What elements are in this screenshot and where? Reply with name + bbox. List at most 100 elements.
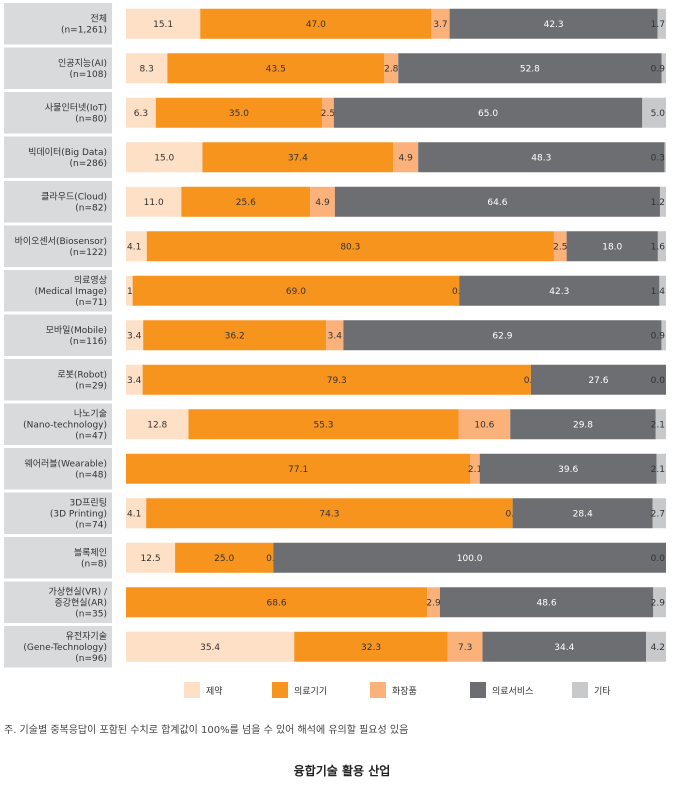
category-label-box — [4, 403, 112, 445]
bar-segment — [310, 186, 335, 217]
bar-segment — [126, 587, 428, 618]
bar-segment — [566, 231, 658, 262]
bar-segment — [431, 8, 450, 39]
bar-segment — [657, 8, 666, 39]
category-label: 사물인터넷(IoT) — [45, 102, 107, 113]
category-label: 인공지능(AI) — [58, 58, 107, 69]
category-label: 모바일(Mobile) — [46, 325, 107, 336]
category-label-box — [4, 448, 112, 490]
value-label: 2.5 — [553, 242, 567, 252]
bar-segment — [202, 142, 394, 173]
legend-item: 제약 — [184, 682, 223, 698]
bar-segment — [132, 275, 460, 306]
bar-segment — [126, 53, 168, 84]
value-label: 4.9 — [399, 153, 414, 163]
value-label: 68.6 — [267, 598, 287, 608]
category-label-box — [4, 47, 112, 89]
bar-segment — [553, 231, 567, 262]
bar-segment — [655, 409, 666, 440]
value-label: 2.9 — [651, 598, 666, 608]
bar-segment — [142, 364, 531, 395]
value-label: 8.3 — [140, 64, 154, 74]
value-label: 52.8 — [520, 64, 540, 74]
bar-segment — [664, 142, 666, 173]
bar-segment — [384, 53, 399, 84]
stacked-bar-chart: 전체(n=1,261)15.1 47.0 3.7 42.3 1.7인공지능(AI)(n=… — [4, 3, 666, 698]
value-label: 2.8 — [384, 64, 399, 74]
value-label: 7.3 — [458, 643, 472, 653]
value-label: 35.4 — [200, 643, 220, 653]
value-label: 3.4 — [328, 331, 343, 341]
value-label: 37.4 — [288, 153, 308, 163]
bar-segment — [656, 453, 666, 484]
value-label: 15.1 — [153, 20, 173, 30]
legend-swatch — [572, 682, 588, 698]
value-label: 34.4 — [554, 643, 574, 653]
category-label: (n=35) — [75, 609, 107, 619]
bar-segment — [200, 8, 432, 39]
value-label: 48.3 — [531, 153, 551, 163]
bar-segment — [398, 53, 662, 84]
bar-segment — [126, 364, 143, 395]
value-label: 4.1 — [127, 509, 141, 519]
category-label: 블록체인 — [74, 547, 107, 558]
legend-label: 화장품 — [392, 686, 417, 697]
value-label: 4.1 — [127, 242, 141, 252]
value-label: 3.7 — [433, 20, 447, 30]
bar-segment — [126, 542, 176, 573]
value-label: 47.0 — [306, 20, 326, 30]
value-label: 1.6 — [651, 242, 666, 252]
category-label-box — [4, 181, 112, 223]
category-label: (Nano-technology) — [23, 420, 107, 430]
value-label: 4.9 — [315, 198, 330, 208]
bar-segment — [126, 275, 133, 306]
category-label: 증강현실(AR) — [54, 597, 107, 608]
legend-swatch — [370, 682, 386, 698]
legend-swatch — [470, 682, 486, 698]
value-label: 0.0 — [651, 376, 666, 386]
bar-segment — [470, 453, 480, 484]
value-label: 77.1 — [288, 465, 308, 475]
bar-segment — [146, 498, 513, 529]
category-label: (n=116) — [70, 337, 107, 347]
bar-segment — [167, 53, 385, 84]
bar-segment — [321, 97, 334, 128]
value-label: 36.2 — [225, 331, 245, 341]
legend-label: 의료기기 — [294, 686, 327, 697]
bar-segment — [510, 409, 656, 440]
category-label-box — [4, 3, 112, 45]
category-label: (n=82) — [75, 203, 107, 213]
bar-segment — [155, 97, 322, 128]
chart-note: 주. 기술별 중복응답이 포함된 수치로 합계값이 100%를 넘을 수 있어 … — [4, 725, 409, 736]
bar-segment — [439, 587, 654, 618]
bar-segment — [126, 631, 295, 662]
bar-segment — [333, 97, 643, 128]
bar-segment — [143, 320, 327, 351]
category-label: 의료영상 — [74, 275, 107, 286]
category-label: 로봇(Robot) — [57, 369, 107, 380]
bar-segment — [126, 97, 156, 128]
bar-segment — [479, 453, 657, 484]
value-label: 100.0 — [457, 554, 483, 564]
category-label: 나노기술 — [74, 408, 107, 419]
category-label-box — [4, 136, 112, 178]
category-label: 바이오센서(Biosensor) — [15, 236, 107, 247]
bar-segment — [181, 186, 311, 217]
category-label: 웨어러블(Wearable) — [24, 457, 107, 469]
legend-label: 의료서비스 — [492, 686, 533, 697]
category-label: (n=71) — [75, 298, 107, 308]
value-label: 65.0 — [478, 109, 498, 119]
value-label: 79.3 — [327, 376, 347, 386]
value-label: 42.3 — [544, 20, 564, 30]
bar-segment — [126, 8, 201, 39]
value-label: 35.0 — [229, 109, 249, 119]
category-label: 전체 — [90, 13, 107, 24]
category-label: (3D Printing) — [50, 509, 107, 519]
value-label: 12.5 — [141, 554, 161, 564]
bar-segment — [512, 498, 653, 529]
bar-segment — [482, 631, 647, 662]
value-label: 0.9 — [651, 331, 666, 341]
value-label: 18.0 — [602, 242, 622, 252]
category-label: 3D프린팅 — [70, 497, 108, 508]
value-label: 69.0 — [286, 287, 306, 297]
